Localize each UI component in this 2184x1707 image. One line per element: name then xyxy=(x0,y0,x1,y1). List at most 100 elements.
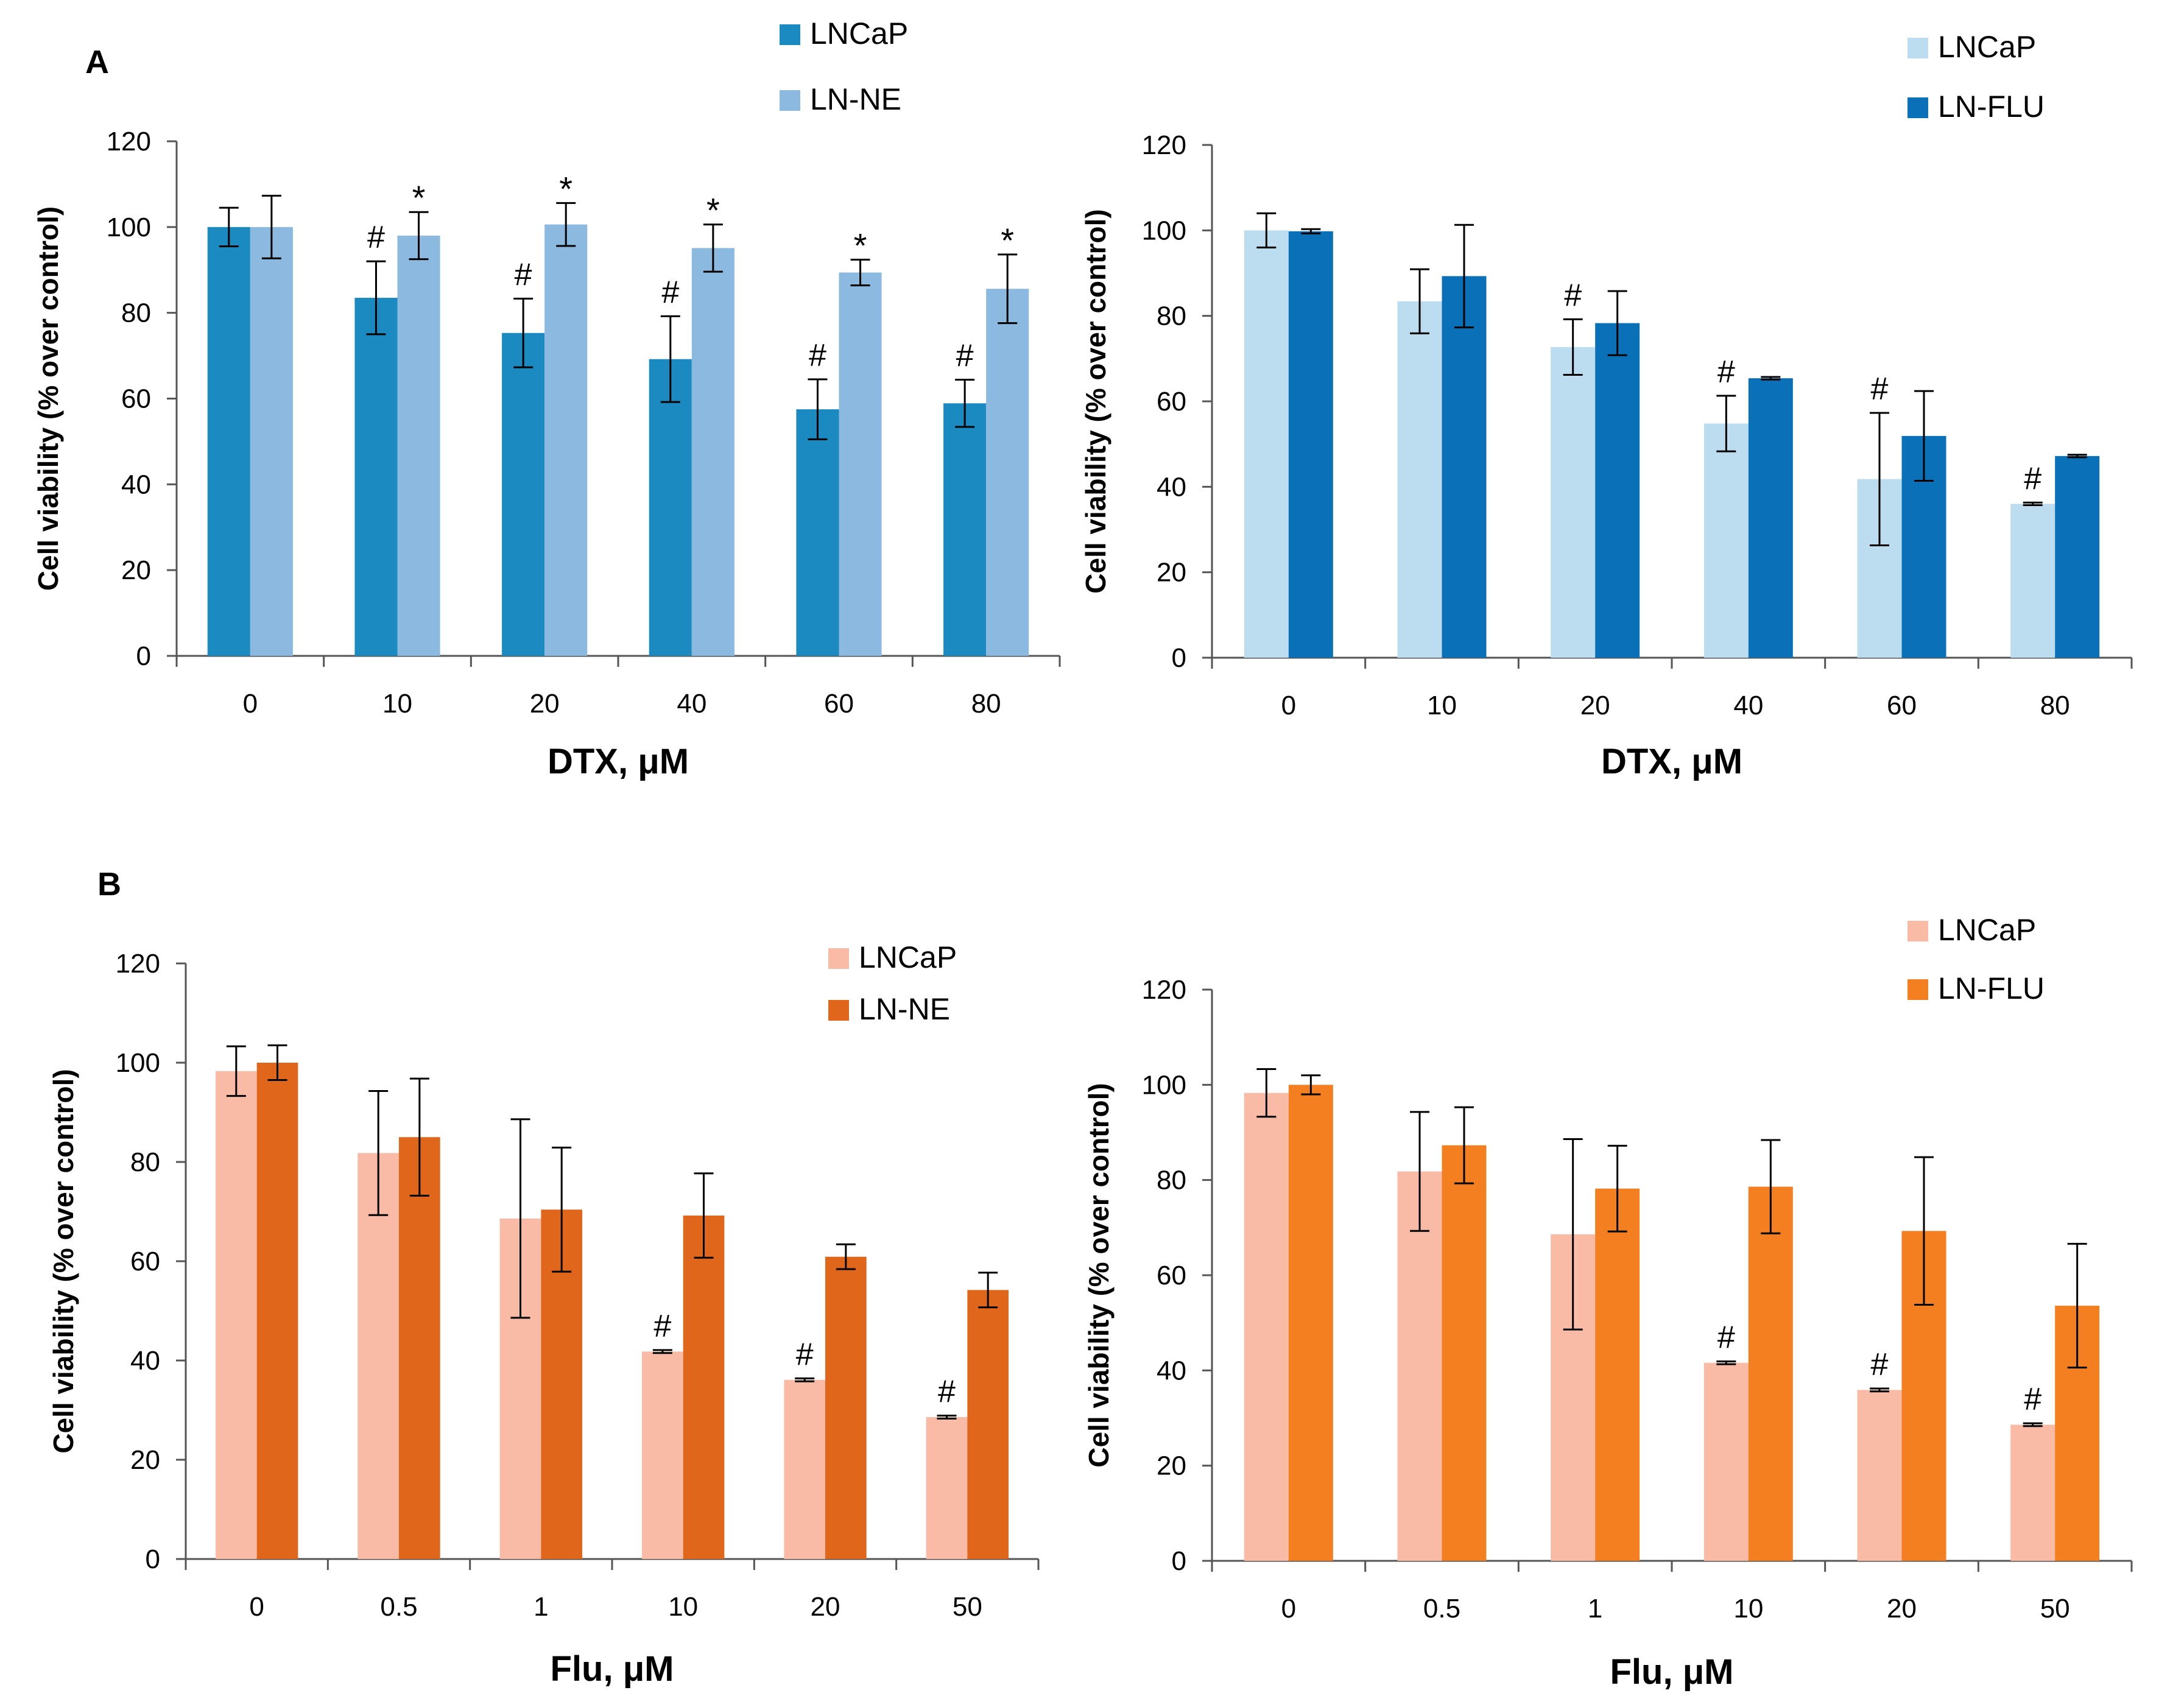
legend-label: LN-FLU xyxy=(1938,90,2045,124)
bar-ln-ne xyxy=(250,227,293,656)
legend-label: LNCaP xyxy=(859,940,957,974)
y-tick-label: 20 xyxy=(1157,1451,1186,1481)
significance-hash: # xyxy=(1564,278,1582,313)
significance-hash: # xyxy=(1871,1347,1889,1382)
y-tick-label: 0 xyxy=(136,641,151,671)
x-tick-label: 10 xyxy=(1427,691,1457,720)
y-tick-label: 100 xyxy=(1142,1070,1186,1100)
x-tick-label: 1 xyxy=(1588,1594,1602,1624)
bar-ln-ne xyxy=(967,1290,1009,1559)
legend-swatch xyxy=(828,1000,849,1021)
significance-hash: # xyxy=(809,338,826,373)
bar-lncap xyxy=(1397,1171,1442,1561)
bar-ln-ne xyxy=(683,1216,725,1559)
legend-label: LN-NE xyxy=(810,82,901,116)
y-tick-label: 40 xyxy=(130,1346,160,1376)
significance-hash: # xyxy=(1717,1320,1735,1355)
significance-asterisk: * xyxy=(706,191,720,230)
legend-swatch xyxy=(780,24,800,45)
y-tick-label: 120 xyxy=(116,949,160,979)
x-tick-label: 40 xyxy=(677,689,706,719)
bar-lncap xyxy=(943,403,987,656)
bar-lncap xyxy=(1857,1390,1902,1561)
y-tick-label: 80 xyxy=(121,298,151,328)
chart-dtx-lncap-ln-ne: 0 20 40 60 80 100 120 0 10 20 40 60 80 # # # # # * * * * * LNCa… xyxy=(32,16,1061,781)
x-tick-label: 20 xyxy=(530,689,560,719)
bar-ln-ne xyxy=(399,1137,440,1559)
bar-lncap xyxy=(216,1071,257,1559)
significance-asterisk: * xyxy=(1001,221,1014,259)
y-tick-label: 20 xyxy=(121,555,151,585)
x-tick-label: 0 xyxy=(1281,1594,1296,1624)
bar-lncap xyxy=(642,1351,683,1559)
significance-asterisk: * xyxy=(854,226,867,264)
bar-lncap xyxy=(2010,1424,2055,1561)
x-tick-label: 0 xyxy=(249,1592,264,1622)
bar-lncap xyxy=(358,1153,399,1559)
x-axis-title: DTX, μM xyxy=(1601,742,1742,781)
y-tick-label: 40 xyxy=(1157,472,1186,502)
x-axis-title: Flu, μM xyxy=(551,1649,674,1689)
y-tick-label: 120 xyxy=(107,127,151,157)
x-tick-label: 80 xyxy=(2040,691,2070,720)
significance-hash: # xyxy=(515,257,532,292)
bar-ln-flu xyxy=(1595,323,1640,658)
significance-hash: # xyxy=(653,1309,671,1344)
y-axis-title: Cell viability (% over control) xyxy=(1083,1083,1115,1467)
y-tick-label: 80 xyxy=(130,1147,160,1177)
bar-lncap xyxy=(796,409,839,656)
bar-lncap xyxy=(1397,301,1442,658)
bar-lncap xyxy=(354,298,398,656)
x-tick-label: 1 xyxy=(534,1592,548,1622)
y-tick-label: 20 xyxy=(130,1445,160,1475)
bar-ln-flu xyxy=(1442,1145,1487,1561)
x-tick-label: 50 xyxy=(2040,1594,2070,1624)
x-tick-label: 50 xyxy=(953,1592,982,1622)
bar-lncap xyxy=(926,1417,968,1559)
legend-swatch xyxy=(780,90,800,111)
bar-ln-ne xyxy=(256,1063,298,1559)
bar-ln-ne xyxy=(839,272,882,656)
legend-swatch xyxy=(1907,921,1928,941)
legend-swatch xyxy=(1907,979,1928,1000)
legend-label: LN-NE xyxy=(859,992,950,1026)
x-axis-title: DTX, μM xyxy=(548,742,689,781)
panel-a-label: A xyxy=(85,44,109,80)
x-tick-label: 0.5 xyxy=(380,1592,417,1622)
bar-lncap xyxy=(502,333,545,656)
significance-hash: # xyxy=(367,220,385,255)
chart-flu-lncap-ln-flu: 0 20 40 60 80 100 120 0 0.5 1 10 20 50 # # # LNCaP LN-FLU… xyxy=(1083,913,2133,1692)
bar-ln-ne xyxy=(397,235,440,656)
y-axis-title: Cell viability (% over control) xyxy=(32,206,64,591)
y-tick-label: 100 xyxy=(116,1048,160,1078)
bar-lncap xyxy=(207,227,250,656)
x-tick-label: 60 xyxy=(824,689,854,719)
legend-label: LNCaP xyxy=(1938,913,2036,947)
chart-flu-lncap-ln-ne: 0 20 40 60 80 100 120 0 0.5 1 10 20 50 # # # LNCaP LN-NE C… xyxy=(48,940,1040,1689)
bar-ln-ne xyxy=(691,248,734,656)
y-axis-title: Cell viability (% over control) xyxy=(48,1069,79,1453)
x-tick-label: 0 xyxy=(1281,691,1296,720)
significance-hash: # xyxy=(2024,1382,2041,1417)
significance-hash: # xyxy=(1717,354,1735,390)
bar-ln-flu xyxy=(1748,378,1793,658)
legend-label: LNCaP xyxy=(1938,30,2036,64)
significance-hash: # xyxy=(956,339,974,374)
y-tick-label: 0 xyxy=(146,1544,160,1574)
legend-label: LN-FLU xyxy=(1938,971,2045,1005)
significance-hash: # xyxy=(938,1374,956,1409)
legend-swatch xyxy=(1907,38,1928,58)
panel-b-label: B xyxy=(97,866,121,903)
chart-dtx-lncap-ln-flu: 0 20 40 60 80 100 120 0 10 20 40 60 80 # # # # LNCaP LN-FL… xyxy=(1080,30,2133,781)
bar-lncap xyxy=(1703,423,1749,658)
y-tick-label: 0 xyxy=(1172,1546,1186,1576)
bar-ln-flu xyxy=(1442,276,1487,658)
x-tick-label: 20 xyxy=(811,1592,840,1622)
bar-lncap xyxy=(1551,347,1596,658)
bar-lncap xyxy=(1244,230,1289,658)
y-tick-label: 60 xyxy=(121,384,151,414)
y-tick-label: 20 xyxy=(1157,558,1186,588)
x-tick-label: 10 xyxy=(382,689,412,719)
bar-lncap xyxy=(2010,504,2055,658)
